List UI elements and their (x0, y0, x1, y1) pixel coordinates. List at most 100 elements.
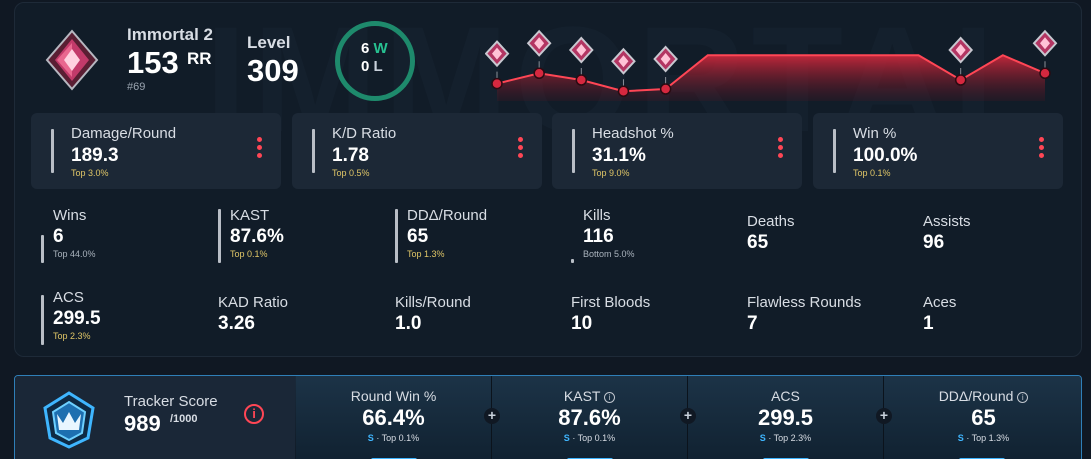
stat-bar (395, 209, 398, 263)
more-options-icon[interactable] (778, 137, 784, 161)
match-rank-marker[interactable] (948, 36, 974, 86)
card-bar (51, 129, 54, 173)
stat-value: 3.26 (218, 313, 255, 334)
match-rank-marker[interactable] (568, 36, 594, 86)
card-bar (312, 129, 315, 173)
stat-bar (218, 209, 221, 263)
wins-record: 6 W (361, 40, 388, 57)
stat-wins[interactable]: Wins 6 Top 44.0% (41, 207, 96, 263)
rank-name: Immortal 2 (127, 25, 213, 44)
stat-value: 1.0 (395, 313, 422, 334)
rr-label: RR (187, 49, 212, 68)
stat-value: 1 (923, 313, 934, 334)
stat-label: Kills (583, 207, 611, 224)
card-value: 1.78 (332, 145, 369, 166)
add-icon[interactable]: + (680, 408, 696, 424)
card-headshot-pct[interactable]: Headshot % 31.1% Top 9.0% (552, 113, 802, 189)
rr-value: 153 (127, 45, 179, 80)
stat-percentile: Bottom 5.0% (583, 249, 635, 259)
card-label: Win % (853, 125, 897, 142)
tracker-col-label: ACS (771, 388, 800, 404)
losses-record: 0 L (361, 58, 383, 75)
stat-label: KAD Ratio (218, 294, 289, 311)
tracker-col-kast[interactable]: KAST i 87.6% S · Top 0.1% (492, 376, 687, 459)
stat-label: Assists (923, 213, 971, 230)
leaderboard-position: #69 (127, 81, 146, 93)
stat-assists[interactable]: Assists 96 (923, 213, 971, 254)
stat-value: 6 (53, 226, 64, 247)
level-value: 309 (247, 53, 299, 88)
stat-value: 65 (747, 232, 769, 253)
tracker-col-value: 299.5 (757, 405, 814, 430)
immortal-rank-icon (45, 29, 99, 91)
match-rank-marker[interactable] (1032, 29, 1058, 79)
more-options-icon[interactable] (518, 137, 524, 161)
add-icon[interactable]: + (876, 408, 892, 424)
stat-kills[interactable]: Kills 116 Bottom 5.0% (571, 207, 635, 263)
card-percentile: Top 0.5% (332, 168, 370, 178)
stat-label: First Bloods (571, 294, 651, 311)
tracker-score-summary[interactable]: Tracker Score 989 /1000 i (15, 376, 295, 459)
tracker-col-label: DDΔ/Round i (884, 388, 1081, 404)
card-win-pct[interactable]: Win % 100.0% Top 0.1% (813, 113, 1063, 189)
stat-flawless-rounds[interactable]: Flawless Rounds 7 (747, 294, 861, 335)
tracker-score-max: /1000 (170, 413, 198, 425)
card-label: Damage/Round (71, 125, 177, 142)
match-rank-marker[interactable] (526, 29, 552, 79)
stat-aces[interactable]: Aces 1 (923, 294, 956, 335)
stat-value: 96 (923, 232, 945, 253)
stat-percentile: Top 2.3% (53, 331, 91, 341)
add-icon[interactable]: + (484, 408, 500, 424)
card-bar (572, 129, 575, 173)
stat-kast[interactable]: KAST 87.6% Top 0.1% (218, 207, 284, 263)
rr-line (496, 54, 1046, 93)
stat-value: 87.6% (230, 226, 284, 247)
stat-value: 116 (583, 226, 614, 247)
losses-count: 0 (361, 58, 370, 75)
info-icon[interactable]: i (1017, 392, 1029, 403)
tracker-col-percentile: S · Top 0.1% (367, 433, 420, 443)
tracker-col-dd-delta-round[interactable]: DDΔ/Round i 65 S · Top 1.3% (884, 376, 1081, 459)
tracker-score-label: Tracker Score (124, 393, 218, 410)
more-options-icon[interactable] (1039, 137, 1045, 161)
tracker-score-icon (43, 391, 95, 449)
tracker-col-percentile: S · Top 1.3% (957, 433, 1010, 443)
card-value: 31.1% (592, 145, 646, 166)
stat-kad-ratio[interactable]: KAD Ratio 3.26 (218, 294, 288, 335)
match-rank-marker[interactable] (485, 40, 510, 90)
info-icon[interactable]: i (604, 392, 616, 403)
card-kd-ratio[interactable]: K/D Ratio 1.78 Top 0.5% (292, 113, 542, 189)
info-icon[interactable]: i (244, 404, 264, 424)
stat-deaths[interactable]: Deaths 65 (747, 213, 795, 254)
card-value: 189.3 (71, 145, 119, 166)
tracker-score-value: 989 (124, 411, 161, 436)
wins-count: 6 (361, 40, 370, 57)
stat-bar (41, 295, 44, 345)
stat-kills-round[interactable]: Kills/Round 1.0 (395, 294, 471, 335)
stat-label: Flawless Rounds (747, 294, 862, 311)
tracker-col-value: 66.4% (362, 405, 425, 430)
card-damage-round[interactable]: Damage/Round 189.3 Top 3.0% (31, 113, 281, 189)
tracker-col-acs[interactable]: ACS 299.5 S · Top 2.3% (688, 376, 883, 459)
stat-label: ACS (53, 289, 84, 306)
card-percentile: Top 3.0% (71, 168, 109, 178)
stat-dd-delta-round[interactable]: DDΔ/Round 65 Top 1.3% (395, 207, 488, 263)
card-label: K/D Ratio (332, 125, 397, 142)
wins-letter: W (373, 40, 388, 57)
stat-acs[interactable]: ACS 299.5 Top 2.3% (41, 289, 101, 345)
match-rank-marker[interactable] (611, 47, 636, 97)
stat-bar (571, 259, 574, 263)
more-options-icon[interactable] (257, 137, 263, 161)
stat-label: DDΔ/Round (407, 207, 488, 224)
card-percentile: Top 0.1% (853, 168, 891, 178)
match-rank-marker[interactable] (653, 45, 678, 95)
stat-value: 65 (407, 226, 429, 247)
rr-history-chart[interactable] (485, 13, 1065, 113)
card-bar (833, 129, 836, 173)
card-percentile: Top 9.0% (592, 168, 630, 178)
tracker-col-label: KAST i (492, 388, 687, 404)
stat-first-bloods[interactable]: First Bloods 10 (571, 294, 650, 335)
stat-label: Deaths (747, 213, 795, 230)
tracker-col-round-win[interactable]: Round Win % 66.4% S · Top 0.1% (296, 376, 491, 459)
win-loss-ring (335, 21, 415, 101)
